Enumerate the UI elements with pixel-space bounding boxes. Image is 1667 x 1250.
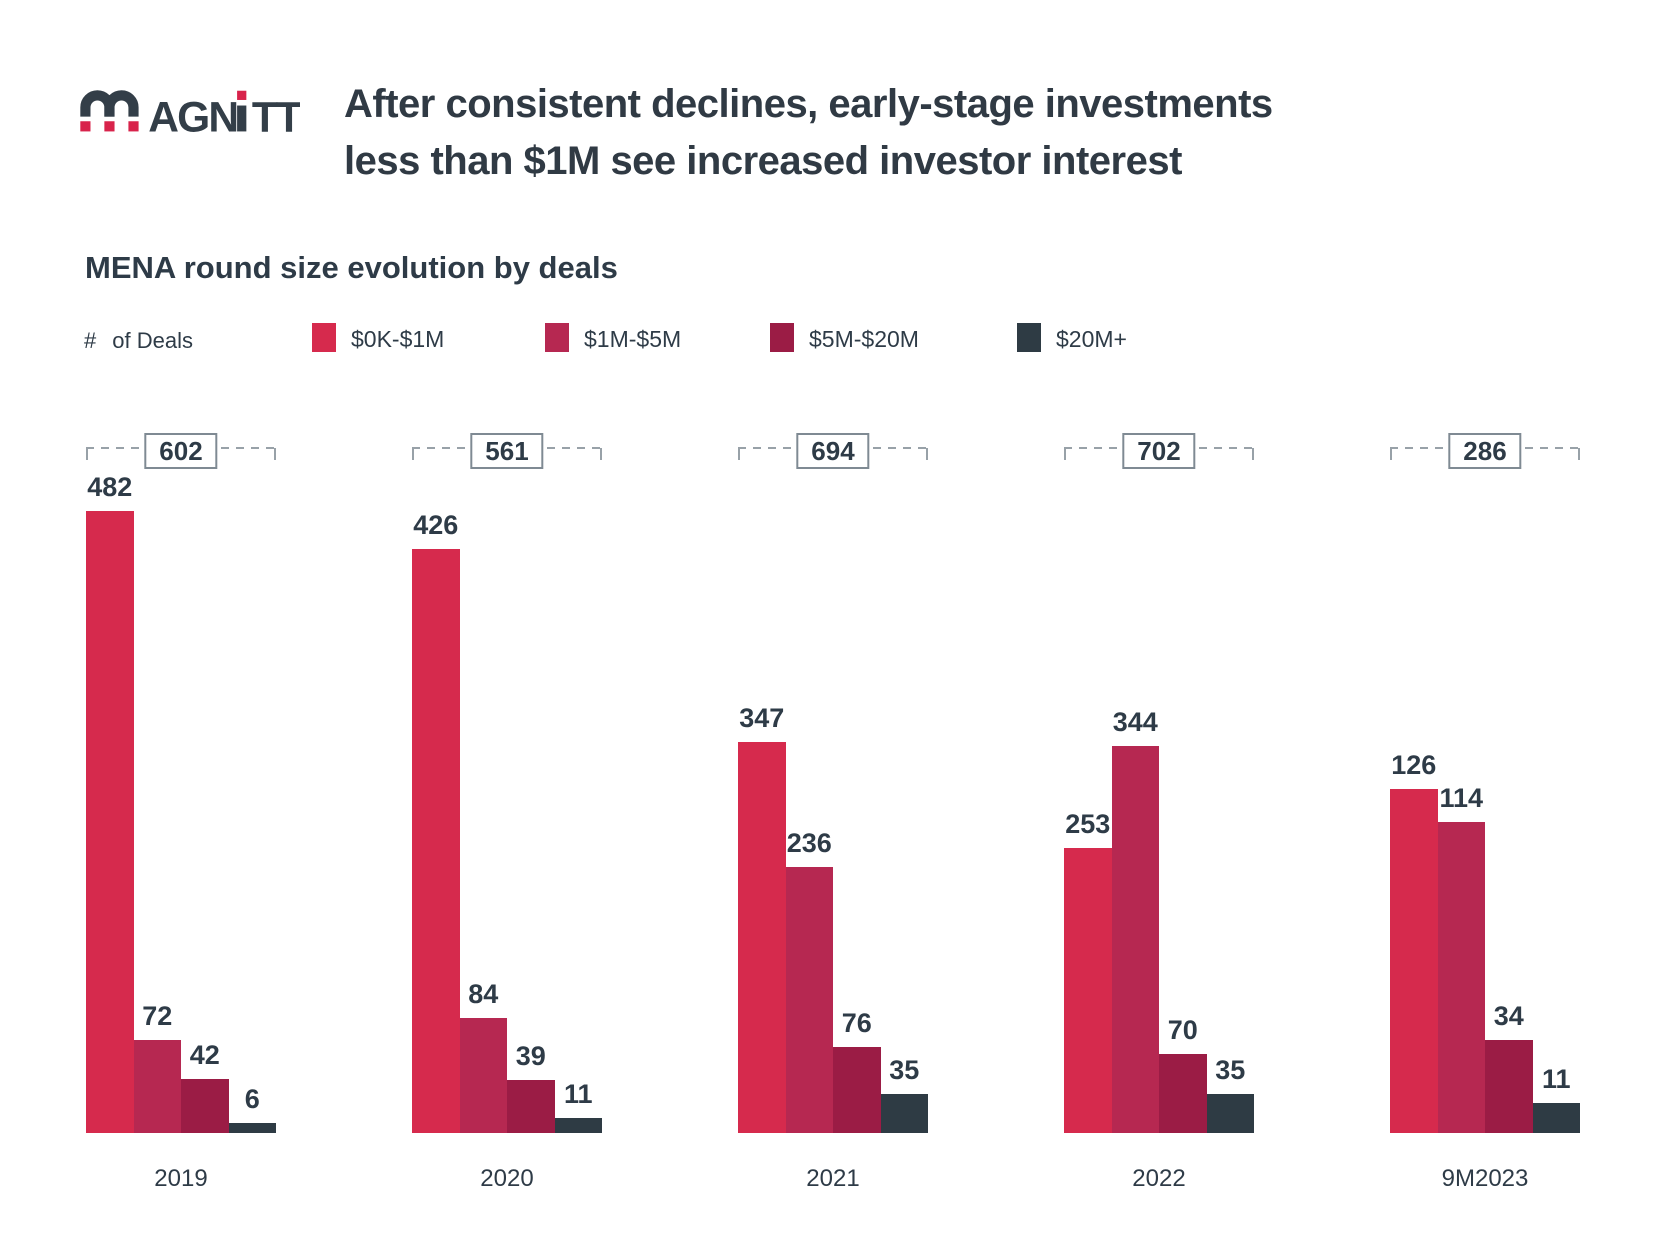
bar — [554, 1118, 602, 1133]
chart-title: MENA round size evolution by deals — [85, 250, 618, 285]
year-label: 2020 — [480, 1165, 534, 1192]
chart-legend: # of Deals $0K-$1M $1M-$5M $5M-$20M $20M+ — [0, 322, 1667, 358]
bar — [181, 1079, 229, 1133]
bar-value-label: 42 — [189, 1040, 220, 1070]
legend-item-label: $0K-$1M — [351, 326, 445, 352]
total-badge: 694 — [796, 433, 870, 469]
bar — [738, 742, 786, 1133]
bar-value-label: 426 — [413, 510, 459, 540]
bracket-tick-left — [1390, 448, 1392, 460]
magnitt-logo: AGN TT — [78, 80, 304, 149]
bar-value-label: 347 — [739, 703, 785, 733]
bar — [785, 867, 833, 1133]
bar-value-label: 6 — [244, 1084, 260, 1114]
bars-container: 426 84 39 11 — [412, 433, 602, 1133]
bar — [1390, 789, 1438, 1133]
bar — [1532, 1103, 1580, 1133]
bar-group: 602 482 72 42 6 2019 — [86, 433, 276, 1192]
total-badge: 702 — [1122, 433, 1196, 469]
bar — [880, 1094, 928, 1133]
bracket-tick-left — [412, 448, 414, 460]
bracket-tick-left — [738, 448, 740, 460]
bar-group: 286 126 114 34 11 9M2023 — [1390, 433, 1580, 1192]
hash-symbol: # — [84, 328, 97, 353]
legend-item: $5M-$20M — [770, 322, 919, 353]
y-axis-unit-label: # of Deals — [84, 328, 193, 354]
bar — [1437, 822, 1485, 1133]
bar-value-label: 35 — [1215, 1055, 1246, 1085]
bar — [459, 1018, 507, 1133]
title-line-2: less than $1M see increased investor int… — [344, 139, 1182, 183]
bar-value-label: 126 — [1391, 750, 1437, 780]
logo-text-tt: TT — [252, 93, 300, 141]
bar-value-label: 114 — [1439, 783, 1484, 813]
legend-swatch — [312, 323, 336, 352]
year-label: 2022 — [1132, 1165, 1186, 1192]
bar — [1064, 848, 1112, 1133]
bar-value-label: 253 — [1065, 809, 1111, 839]
bar-value-label: 84 — [468, 979, 499, 1009]
bar — [228, 1123, 276, 1133]
bar — [1206, 1094, 1254, 1133]
bar-value-label: 236 — [786, 828, 832, 858]
bar — [86, 511, 134, 1133]
bar-group: 561 426 84 39 11 2020 — [412, 433, 602, 1192]
bar-value-label: 76 — [841, 1008, 872, 1038]
bracket-tick-right — [926, 448, 928, 460]
legend-item: $1M-$5M — [545, 322, 681, 353]
legend-swatch — [545, 323, 569, 352]
bar-value-label: 482 — [87, 472, 133, 502]
legend-item: $20M+ — [1017, 322, 1127, 353]
bar-group: 702 253 344 70 35 2022 — [1064, 433, 1254, 1192]
year-label: 2021 — [806, 1165, 860, 1192]
year-label: 9M2023 — [1441, 1165, 1529, 1192]
total-badge: 561 — [470, 433, 544, 469]
logo-text-agn: AGN — [148, 93, 237, 141]
legend-swatch — [1017, 323, 1041, 352]
bar-value-label: 11 — [1541, 1064, 1571, 1094]
bars-container: 482 72 42 6 — [86, 433, 276, 1133]
bar-value-label: 70 — [1167, 1015, 1198, 1045]
bar-value-label: 35 — [889, 1055, 920, 1085]
magnitt-logo-icon: AGN TT — [80, 90, 304, 141]
page-title: After consistent declines, early-stage i… — [344, 76, 1273, 190]
bar-value-label: 72 — [142, 1001, 173, 1031]
total-badge: 602 — [144, 433, 218, 469]
bar — [1485, 1040, 1533, 1133]
bar-value-label: 34 — [1493, 1001, 1524, 1031]
legend-item-label: $5M-$20M — [809, 326, 919, 352]
bar — [1159, 1054, 1207, 1133]
bracket-tick-right — [600, 448, 602, 460]
bar-value-label: 344 — [1112, 707, 1158, 737]
bars-container: 347 236 76 35 — [738, 433, 928, 1133]
bracket-tick-right — [274, 448, 276, 460]
bar — [507, 1080, 555, 1133]
legend-item-label: $1M-$5M — [584, 326, 682, 352]
total-badge: 286 — [1448, 433, 1522, 469]
bar — [412, 549, 460, 1133]
legend-item: $0K-$1M — [312, 322, 444, 353]
bars-container: 253 344 70 35 — [1064, 433, 1254, 1133]
bar — [833, 1047, 881, 1133]
of-deals-label: of Deals — [112, 328, 193, 353]
bracket-tick-right — [1578, 448, 1580, 460]
title-line-1: After consistent declines, early-stage i… — [344, 82, 1273, 126]
bar — [133, 1040, 181, 1133]
bracket-tick-right — [1252, 448, 1254, 460]
bar-value-label: 11 — [563, 1079, 593, 1109]
bracket-tick-left — [86, 448, 88, 460]
bars-container: 126 114 34 11 — [1390, 433, 1580, 1133]
bar-group: 694 347 236 76 35 2021 — [738, 433, 928, 1192]
year-label: 2019 — [154, 1165, 208, 1192]
legend-item-label: $20M+ — [1056, 326, 1127, 352]
legend-swatch — [770, 323, 794, 352]
bar-value-label: 39 — [515, 1041, 546, 1071]
bar — [1111, 746, 1159, 1133]
bracket-tick-left — [1064, 448, 1066, 460]
